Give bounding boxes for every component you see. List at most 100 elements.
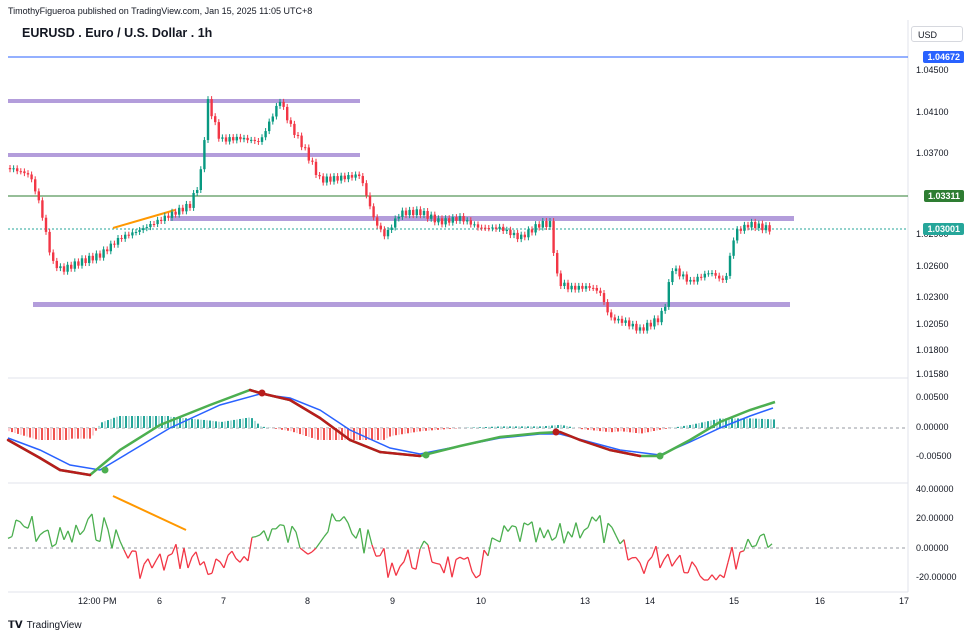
osc-segment bbox=[39, 531, 45, 536]
macd-bar bbox=[146, 416, 148, 428]
macd-bar bbox=[569, 426, 571, 428]
macd-bar bbox=[701, 422, 703, 428]
macd-bar bbox=[734, 418, 736, 428]
osc-segment bbox=[675, 554, 681, 561]
candle-body bbox=[732, 240, 735, 256]
macd-bar bbox=[410, 428, 412, 433]
candle-body bbox=[260, 137, 264, 142]
price-axis-tick: 1.03700 bbox=[916, 148, 949, 158]
osc-segment bbox=[687, 561, 693, 574]
macd-bar bbox=[98, 425, 100, 428]
macd-bar bbox=[713, 419, 715, 428]
candle-body bbox=[556, 252, 559, 274]
candle-body bbox=[26, 173, 30, 175]
macd-bar bbox=[149, 416, 151, 428]
candle-body bbox=[152, 223, 156, 225]
osc-segment bbox=[707, 574, 713, 581]
macd-bar bbox=[305, 428, 307, 436]
candle-body bbox=[710, 273, 714, 275]
candle-body bbox=[415, 209, 418, 216]
macd-bar bbox=[533, 426, 535, 428]
macd-bar bbox=[680, 426, 682, 428]
macd-bar bbox=[599, 428, 601, 432]
osc-segment bbox=[63, 530, 69, 541]
candle-body bbox=[59, 266, 62, 269]
osc-axis-tick: 40.00000 bbox=[916, 484, 954, 494]
macd-bar bbox=[41, 428, 43, 440]
candle-body bbox=[84, 258, 87, 264]
osc-segment bbox=[243, 556, 249, 562]
candle-body bbox=[181, 207, 184, 212]
osc-segment bbox=[759, 533, 765, 537]
candle-body bbox=[224, 137, 228, 142]
candle-body bbox=[642, 327, 645, 331]
macd-bar bbox=[419, 428, 421, 432]
osc-segment bbox=[175, 544, 181, 569]
osc-segment bbox=[467, 557, 473, 572]
osc-segment bbox=[27, 515, 33, 529]
price-axis-tick: 1.01800 bbox=[916, 345, 949, 355]
price-tag: 1.03001 bbox=[923, 223, 964, 235]
macd-bar bbox=[380, 428, 382, 440]
osc-segment bbox=[595, 514, 601, 522]
macd-bar bbox=[401, 428, 403, 435]
macd-bar bbox=[371, 428, 373, 440]
macd-bar bbox=[101, 422, 103, 428]
candle-body bbox=[721, 278, 724, 280]
candle-body bbox=[512, 232, 516, 236]
osc-segment bbox=[307, 551, 313, 555]
candle-body bbox=[743, 224, 746, 231]
osc-segment bbox=[423, 540, 429, 546]
macd-bar bbox=[695, 423, 697, 428]
candle-body bbox=[761, 223, 764, 231]
chart-title: EURUSD . Euro / U.S. Dollar . 1h bbox=[22, 26, 213, 40]
macd-axis-tick: 0.00000 bbox=[916, 422, 949, 432]
macd-bar bbox=[350, 428, 352, 440]
macd-bar bbox=[104, 421, 106, 428]
candle-body bbox=[581, 285, 584, 289]
osc-segment bbox=[719, 574, 725, 579]
candle-body bbox=[757, 223, 760, 229]
candle-body bbox=[588, 286, 591, 288]
macd-bar bbox=[440, 428, 442, 430]
osc-segment bbox=[755, 535, 761, 546]
macd-bar bbox=[77, 428, 79, 439]
macd-bar bbox=[551, 425, 553, 428]
osc-segment bbox=[647, 556, 653, 562]
macd-bar bbox=[389, 428, 391, 437]
brand-name[interactable]: TradingView bbox=[26, 620, 82, 631]
osc-segment bbox=[495, 539, 501, 543]
osc-segment bbox=[231, 550, 237, 559]
macd-bar bbox=[617, 428, 619, 432]
candle-body bbox=[149, 223, 152, 228]
candle-body bbox=[206, 99, 210, 141]
macd-bar bbox=[233, 419, 235, 428]
currency-selector[interactable]: USD bbox=[911, 26, 963, 42]
macd-bar bbox=[608, 428, 610, 433]
candle-body bbox=[401, 210, 404, 217]
candle-body bbox=[653, 318, 656, 327]
candle-body bbox=[34, 179, 37, 192]
macd-bar bbox=[521, 426, 523, 428]
macd-bar bbox=[89, 428, 91, 439]
osc-segment bbox=[659, 559, 665, 569]
candle-body bbox=[314, 161, 318, 175]
candle-body bbox=[192, 193, 195, 208]
macd-bar bbox=[758, 418, 760, 428]
macd-bar bbox=[635, 428, 637, 433]
macd-bar bbox=[14, 428, 16, 433]
macd-bar bbox=[212, 420, 214, 428]
osc-segment bbox=[219, 561, 225, 569]
candle-body bbox=[599, 290, 602, 294]
macd-bar bbox=[311, 428, 313, 438]
candle-body bbox=[116, 237, 120, 245]
macd-bar bbox=[221, 421, 223, 428]
price-axis-tick: 1.02300 bbox=[916, 292, 949, 302]
candle-body bbox=[102, 249, 105, 258]
candle-body bbox=[491, 227, 494, 229]
osc-segment bbox=[119, 540, 125, 551]
price-axis-tick: 1.04500 bbox=[916, 65, 949, 75]
macd-bar bbox=[707, 421, 709, 428]
candle-body bbox=[624, 320, 627, 323]
